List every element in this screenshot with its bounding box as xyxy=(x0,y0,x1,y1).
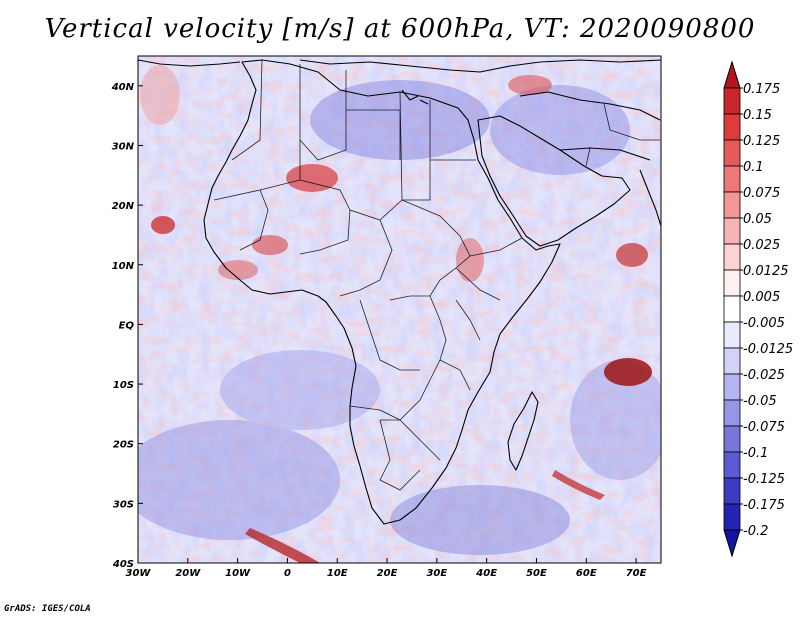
colorbar-swatch xyxy=(723,477,741,505)
lat-tick-label: 40S xyxy=(112,559,134,570)
lon-tick-label: 50E xyxy=(526,568,547,579)
colorbar-label: 0.1 xyxy=(743,160,764,175)
colorbar-label: -0.2 xyxy=(743,524,768,539)
colorbar-label: -0.05 xyxy=(743,394,777,409)
footer-credit: GrADS: IGES/COLA xyxy=(4,604,91,614)
colorbar-swatch xyxy=(723,295,741,323)
colorbar-label: 0.125 xyxy=(743,134,780,149)
colorbar-label: -0.0125 xyxy=(743,342,793,357)
lon-tick-label: 10W xyxy=(225,568,251,579)
colorbar-swatch xyxy=(723,425,741,453)
colorbar-label: 0.175 xyxy=(743,82,780,97)
colorbar-swatch xyxy=(723,217,741,245)
colorbar-label: -0.1 xyxy=(743,446,768,461)
lon-tick-label: 30W xyxy=(126,568,152,579)
lat-tick-label: 20S xyxy=(113,440,134,451)
lat-tick-label: 10N xyxy=(112,261,135,272)
lon-tick-label: 20E xyxy=(377,568,398,579)
colorbar-swatch xyxy=(723,321,741,349)
colorbar-swatch xyxy=(723,451,741,479)
lon-tick-label: 20W xyxy=(175,568,201,579)
colorbar-swatch xyxy=(723,373,741,401)
colorbar-label: -0.025 xyxy=(743,368,785,383)
colorbar-label: 0.025 xyxy=(743,238,780,253)
colorbar-swatch xyxy=(723,165,741,193)
lon-tick-label: 40E xyxy=(475,568,497,579)
colorbar-label: 0.075 xyxy=(743,186,780,201)
colorbar-swatch xyxy=(723,503,741,531)
lon-tick-label: 0 xyxy=(284,568,291,579)
lon-tick-label: 30E xyxy=(426,568,447,579)
lon-tick-label: 60E xyxy=(576,568,597,579)
colorbar-swatch xyxy=(723,347,741,375)
colorbar-label: -0.125 xyxy=(743,472,785,487)
colorbar-label: -0.175 xyxy=(743,498,785,513)
lat-tick-label: EQ xyxy=(119,320,135,331)
lon-tick-label: 70E xyxy=(626,568,647,579)
lat-tick-label: 30S xyxy=(113,499,134,510)
sinking-regions xyxy=(138,80,661,555)
colorbar-swatch xyxy=(723,269,741,297)
lon-tick-label: 10E xyxy=(327,568,348,579)
country-borders xyxy=(213,59,660,491)
map-title: Vertical velocity [m/s] at 600hPa, VT: 2… xyxy=(44,14,756,44)
longitude-axis: 30W 20W 10W 0 10E 20E 30E 40E 50E 60E 70E xyxy=(126,558,647,579)
colorbar: 0.175 0.15 0.125 0.1 0.075 0.05 0.025 0.0125 0.0… xyxy=(723,60,793,558)
colorbar-swatch xyxy=(723,113,741,141)
map-panel xyxy=(138,56,661,563)
colorbar-swatch xyxy=(723,399,741,427)
lat-tick-label: 30N xyxy=(112,141,135,152)
colorbar-top-arrow xyxy=(723,60,741,89)
colorbar-swatch xyxy=(723,139,741,167)
colorbar-bottom-arrow xyxy=(723,529,741,558)
colorbar-swatch xyxy=(723,243,741,271)
colorbar-label: 0.005 xyxy=(743,290,780,305)
colorbar-label: 0.05 xyxy=(743,212,772,227)
colorbar-swatch xyxy=(723,191,741,219)
colorbar-label: -0.005 xyxy=(743,316,785,331)
latitude-axis: 40S 30S 20S 10S EQ 10N 20N 30N 40N xyxy=(111,82,143,570)
rising-regions xyxy=(140,65,652,563)
colorbar-label: 0.0125 xyxy=(743,264,789,279)
coastlines xyxy=(138,59,661,525)
colorbar-label: 0.15 xyxy=(743,108,772,123)
colorbar-swatch xyxy=(723,87,741,115)
lat-tick-label: 10S xyxy=(113,380,134,391)
lat-tick-label: 20N xyxy=(112,201,135,212)
lat-tick-label: 40N xyxy=(111,82,135,93)
map-frame xyxy=(137,55,662,564)
colorbar-label: -0.075 xyxy=(743,420,785,435)
